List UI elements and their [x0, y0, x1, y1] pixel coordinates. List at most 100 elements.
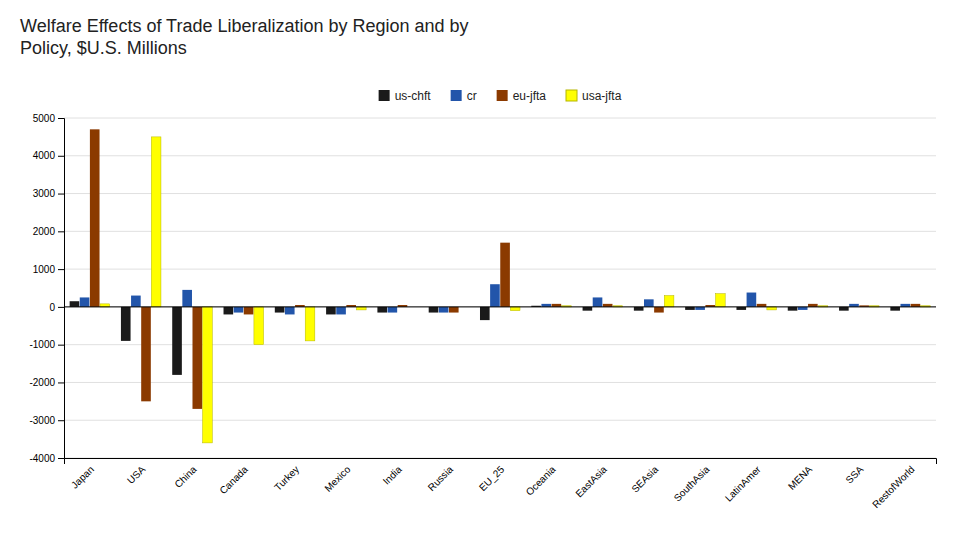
legend-item: usa-jfta [566, 89, 622, 103]
bar [192, 307, 202, 409]
bar [839, 307, 849, 311]
bar [500, 243, 510, 307]
grid-line [64, 193, 936, 194]
x-axis: Japan USA China Canada Turkey Mexico India Russ… [65, 459, 937, 511]
y-tick-label: -3000 [29, 415, 55, 426]
bar [326, 307, 336, 315]
bar [254, 307, 264, 345]
y-axis-line [58, 119, 65, 459]
x-tick-label: MENA [786, 463, 814, 491]
x-tick-label: SEAsia [629, 463, 660, 494]
bar [388, 307, 398, 313]
y-tick: -2000 [29, 377, 64, 388]
bar [336, 307, 346, 315]
y-axis: -4000-3000-2000-100001000200030004000500… [29, 113, 64, 464]
bar [121, 307, 131, 341]
x-tick: Canada [217, 463, 250, 496]
bar [244, 307, 254, 315]
bar [70, 301, 80, 307]
x-tick: SSA [843, 463, 865, 485]
bar [644, 299, 654, 307]
y-tick-label: -2000 [29, 377, 55, 388]
y-tick-label: 0 [49, 302, 55, 313]
x-tick-label: China [172, 463, 199, 490]
y-tick: -4000 [29, 453, 64, 464]
x-tick: Mexico [322, 463, 352, 493]
bar [305, 307, 315, 341]
x-tick-label: LatinAmer [723, 463, 763, 503]
bar [439, 307, 449, 313]
bar [429, 307, 439, 313]
chart: Welfare Effects of Trade Liberalization … [0, 0, 960, 540]
bar [203, 307, 213, 443]
x-tick: RestofWorld [870, 464, 917, 511]
x-tick-label: Turkey [272, 464, 301, 493]
x-tick: EU_25 [477, 463, 507, 493]
x-tick-label: EastAsia [573, 463, 609, 499]
x-tick-label: EU_25 [477, 463, 507, 493]
y-tick-label: 3000 [33, 188, 56, 199]
x-tick: Russia [426, 463, 456, 493]
x-tick: USA [125, 463, 148, 486]
legend-swatch [451, 90, 462, 101]
y-tick-label: 2000 [33, 226, 56, 237]
x-tick: Turkey [272, 464, 301, 493]
title: Welfare Effects of Trade Liberalization … [20, 16, 469, 58]
y-tick-mark [58, 231, 64, 232]
x-tick: MENA [786, 463, 814, 491]
bar-series [100, 137, 930, 443]
bar [583, 307, 593, 311]
x-tick: Japan [69, 464, 96, 491]
y-tick-mark [58, 307, 64, 308]
bar [285, 307, 295, 315]
bar [151, 137, 161, 307]
x-tick: LatinAmer [723, 463, 763, 503]
x-tick-label: India [381, 463, 404, 486]
bar [890, 307, 900, 311]
bar [510, 307, 520, 311]
legend-label: usa-jfta [582, 89, 622, 103]
x-tick-label: RestofWorld [870, 464, 917, 511]
bar [664, 296, 674, 307]
y-tick: 5000 [33, 113, 64, 124]
bar-series [90, 129, 920, 409]
y-tick-mark [58, 194, 64, 195]
bar [90, 129, 100, 307]
legend-swatch [497, 90, 508, 101]
x-tick: China [172, 463, 199, 490]
bar [634, 307, 644, 311]
bar [593, 297, 603, 306]
x-tick: EastAsia [573, 463, 609, 499]
bar [788, 307, 798, 311]
x-tick-label: Japan [69, 464, 96, 491]
legend-swatch [566, 90, 577, 101]
y-tick-label: -1000 [29, 339, 55, 350]
x-tick-label: SSA [843, 463, 865, 485]
legend-item: eu-jfta [497, 89, 547, 103]
bar [449, 307, 459, 313]
x-tick: SouthAsia [672, 463, 712, 503]
y-tick-mark [58, 269, 64, 270]
bar [490, 284, 500, 307]
x-tick-label: Canada [217, 463, 250, 496]
grid-line [64, 306, 936, 307]
legend: us-chftcreu-jftausa-jfta [379, 89, 622, 103]
bar [234, 307, 244, 313]
zero-line [64, 306, 936, 307]
x-tick-label: USA [125, 463, 148, 486]
bars [70, 129, 931, 443]
legend-item: us-chft [379, 89, 432, 103]
bar [747, 293, 757, 307]
y-tick: 0 [49, 302, 64, 313]
y-tick-label: 4000 [33, 150, 56, 161]
bar [480, 307, 490, 320]
y-tick-label: -4000 [29, 453, 55, 464]
bar [80, 297, 90, 306]
bar [172, 307, 182, 375]
grid-line [64, 118, 936, 119]
y-tick-mark [58, 420, 64, 421]
y-tick-mark [58, 345, 64, 346]
bar [275, 307, 285, 313]
y-tick: -1000 [29, 339, 64, 350]
y-tick-mark [58, 118, 64, 119]
